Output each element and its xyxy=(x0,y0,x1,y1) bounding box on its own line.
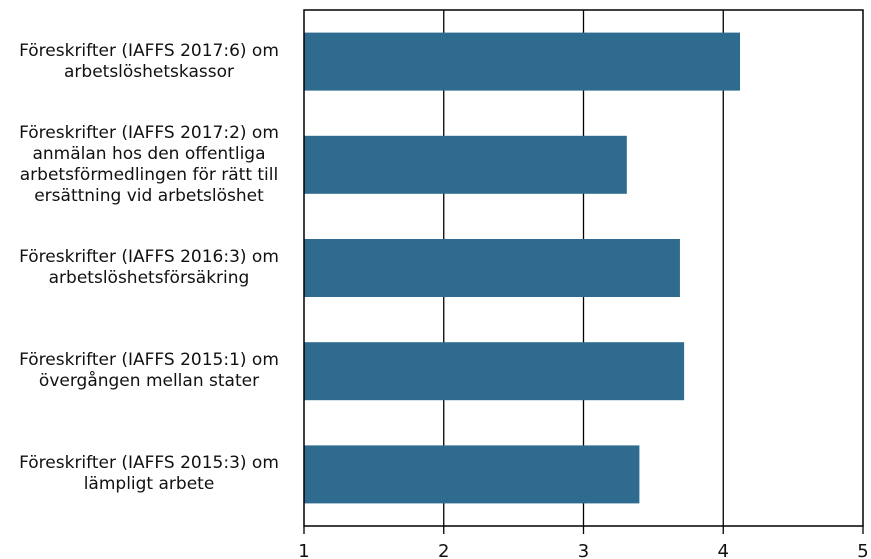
category-label-line: anmälan hos den offentliga xyxy=(32,143,266,164)
bar xyxy=(304,32,741,91)
category-label: Föreskrifter (IAFFS 2015:3) om lämpligt a… xyxy=(0,453,298,495)
category-label-line: arbetsförmedlingen för rätt till xyxy=(19,164,279,185)
x-axis-ticks xyxy=(303,526,864,534)
category-label: Föreskrifter (IAFFS 2016:3) om arbetslösh… xyxy=(0,247,298,289)
category-label-line: övergången mellan stater xyxy=(38,371,260,392)
category-label-line: Föreskrifter (IAFFS 2016:3) om xyxy=(19,247,279,267)
bar xyxy=(304,239,680,297)
category-label-line: arbetslöshetsförsäkring xyxy=(48,268,250,288)
category-label-line: Föreskrifter (IAFFS 2017:6) om xyxy=(19,40,279,61)
bar xyxy=(304,135,627,194)
category-label: Föreskrifter (IAFFS 2015:1) om övergången… xyxy=(0,350,298,392)
x-tick-label: 5 xyxy=(857,541,868,559)
category-label-line: Föreskrifter (IAFFS 2015:3) om xyxy=(19,453,279,474)
x-axis-tick-labels: 1 2 3 4 5 xyxy=(298,541,868,559)
bar xyxy=(304,445,640,504)
x-tick-label: 4 xyxy=(718,541,729,559)
category-label-line: Föreskrifter (IAFFS 2015:1) om xyxy=(19,350,279,371)
category-label-line: Föreskrifter (IAFFS 2017:2) om xyxy=(19,122,279,143)
x-tick-label: 3 xyxy=(578,541,589,559)
x-tick-label: 2 xyxy=(438,541,449,559)
category-label-line: lämpligt arbete xyxy=(83,474,215,495)
x-tick-label: 1 xyxy=(298,541,309,559)
category-label-line: arbetslöshetskassor xyxy=(64,61,234,82)
bar xyxy=(304,342,685,401)
category-label: Föreskrifter (IAFFS 2017:2) om anmälan ho… xyxy=(0,123,298,207)
bars xyxy=(304,32,741,504)
category-label: Föreskrifter (IAFFS 2017:6) om arbetslösh… xyxy=(0,41,298,83)
category-label-line: ersättning vid arbetslöshet xyxy=(34,185,264,206)
